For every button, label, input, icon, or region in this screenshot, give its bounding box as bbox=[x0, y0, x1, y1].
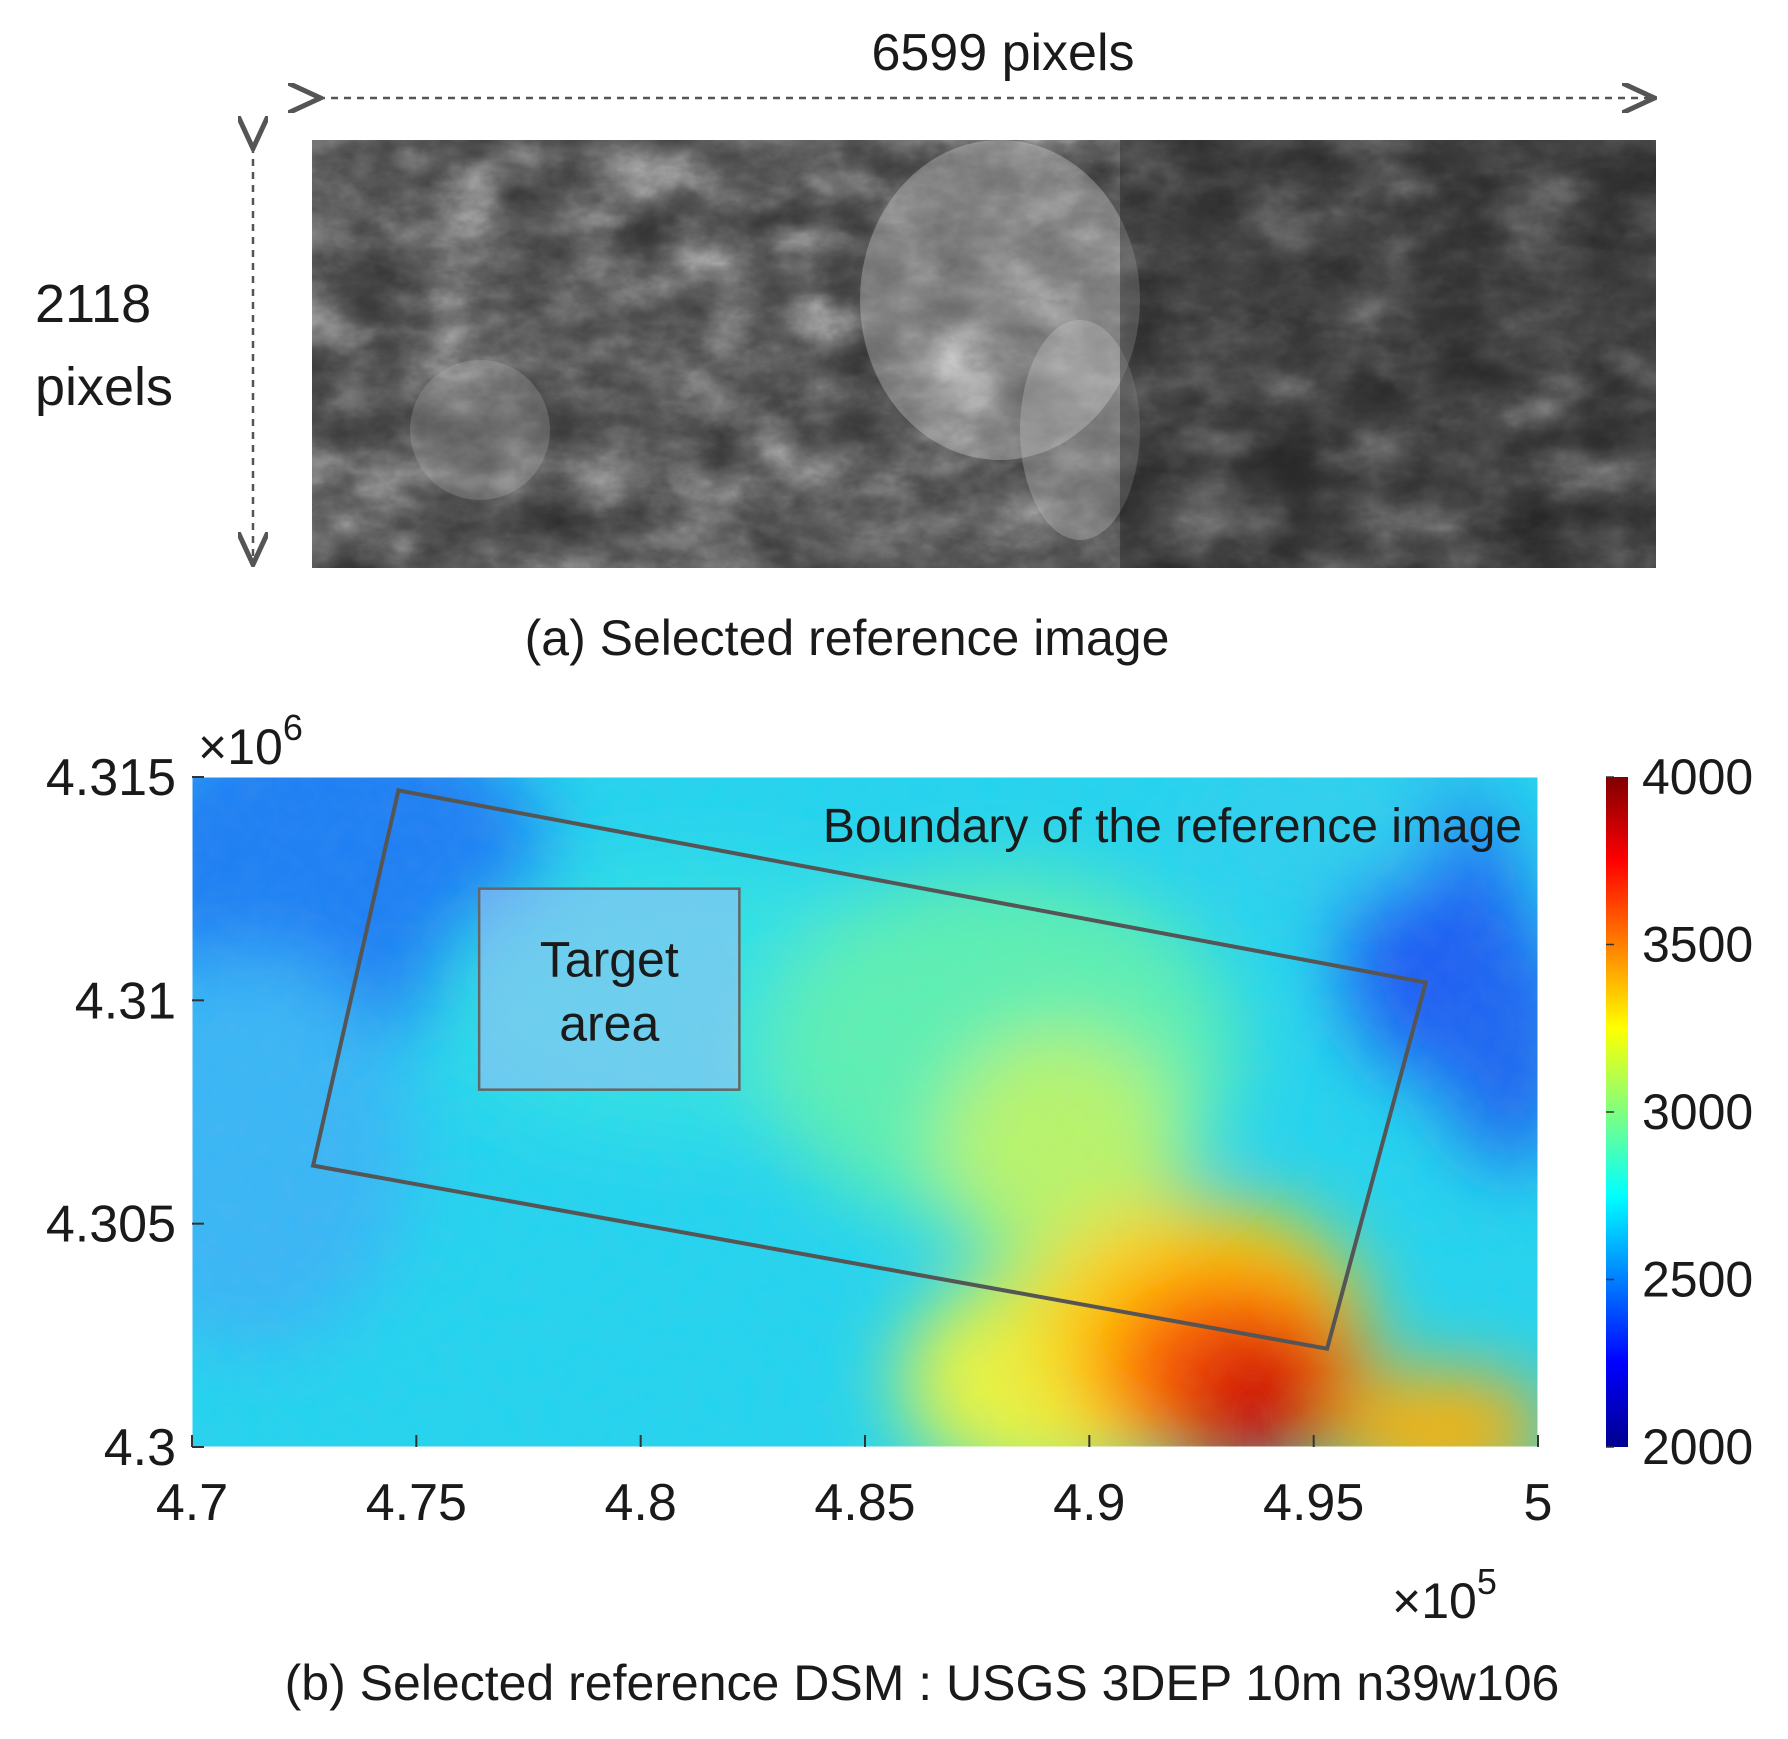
colorbar-tick-label: 2500 bbox=[1642, 1252, 1753, 1308]
boundary-label: Boundary of the reference image bbox=[823, 800, 1522, 853]
x-tick-label: 4.9 bbox=[1053, 1474, 1125, 1532]
target-area-box bbox=[477, 887, 741, 1091]
panel-a: 6599 pixels 2118 pixels (a) Selected ref… bbox=[35, 24, 1656, 666]
x-tick-label: 4.95 bbox=[1263, 1474, 1364, 1532]
y-tick-label: 4.305 bbox=[46, 1196, 176, 1254]
x-tick-label: 4.7 bbox=[156, 1474, 228, 1532]
colorbar-ticks: 2000 2500 3000 3500 4000 bbox=[1606, 749, 1753, 1475]
y-tick-label: 4.31 bbox=[75, 972, 176, 1030]
caption-b: (b) Selected reference DSM : USGS 3DEP 1… bbox=[285, 1655, 1560, 1711]
target-label-line1: Target bbox=[540, 932, 679, 988]
colorbar-tick-label: 3500 bbox=[1642, 917, 1753, 973]
height-label-line1: 2118 bbox=[35, 274, 151, 334]
y-axis: 4.3 4.305 4.31 4.315 bbox=[46, 749, 204, 1477]
reference-image bbox=[312, 140, 1656, 568]
x-tick-label: 5 bbox=[1524, 1474, 1553, 1532]
colorbar-tick-label: 3000 bbox=[1642, 1084, 1753, 1140]
boundary-polygon bbox=[310, 788, 1429, 1351]
colorbar-tick-label: 4000 bbox=[1642, 749, 1753, 805]
x-tick-label: 4.75 bbox=[366, 1474, 467, 1532]
panel-b: ×106 Target are bbox=[46, 707, 1753, 1711]
colorbar-tick-label: 2000 bbox=[1642, 1419, 1753, 1475]
y-tick-label: 4.3 bbox=[104, 1419, 176, 1477]
x-tick-label: 4.8 bbox=[605, 1474, 677, 1532]
width-label: 6599 pixels bbox=[871, 24, 1134, 82]
x-tick-label: 4.85 bbox=[814, 1474, 915, 1532]
x-multiplier: ×105 bbox=[1392, 1561, 1497, 1629]
y-multiplier: ×106 bbox=[198, 707, 303, 775]
x-axis: 4.7 4.75 4.8 4.85 4.9 4.95 5 bbox=[156, 1435, 1553, 1532]
height-label-line2: pixels bbox=[35, 357, 173, 417]
caption-a: (a) Selected reference image bbox=[525, 610, 1170, 666]
y-tick-label: 4.315 bbox=[46, 749, 176, 807]
target-label-line2: area bbox=[559, 996, 659, 1052]
